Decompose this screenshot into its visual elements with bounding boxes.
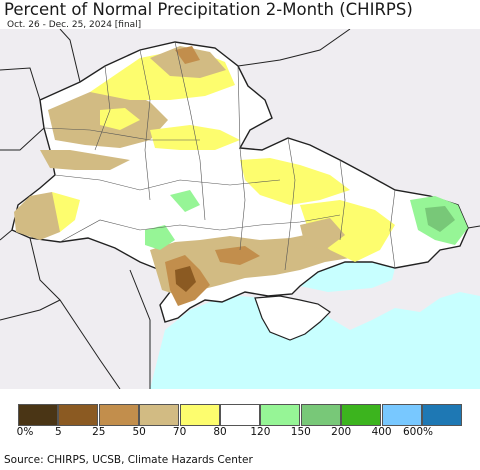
country-borders bbox=[0, 29, 480, 389]
legend-swatch bbox=[139, 404, 180, 426]
legend-tick-label: 400 bbox=[371, 426, 392, 438]
legend-swatch bbox=[341, 404, 382, 426]
legend-tick-label: 200 bbox=[331, 426, 352, 438]
legend-tick-label: 0% bbox=[16, 426, 34, 438]
dry-regions bbox=[14, 46, 395, 306]
legend-tick-label: 70 bbox=[172, 426, 187, 438]
legend-swatch bbox=[300, 404, 341, 426]
map-subtitle: Oct. 26 - Dec. 25, 2024 [final] bbox=[7, 20, 142, 30]
legend-tick-label: 120 bbox=[250, 426, 271, 438]
legend-tick-label: 50 bbox=[132, 426, 146, 438]
color-legend bbox=[18, 404, 462, 426]
map-title: Percent of Normal Precipitation 2-Month … bbox=[4, 0, 413, 19]
legend-tick-label: 150 bbox=[290, 426, 311, 438]
legend-swatch bbox=[381, 404, 422, 426]
black-sea bbox=[150, 292, 480, 389]
map-area bbox=[0, 29, 480, 389]
oblast-borders bbox=[43, 41, 396, 271]
precipitation-map bbox=[0, 29, 480, 389]
wet-regions bbox=[145, 190, 468, 250]
sea-of-azov bbox=[300, 262, 395, 292]
legend-tick-label: 600% bbox=[402, 426, 434, 438]
legend-tick-label: 5 bbox=[55, 426, 62, 438]
legend-swatch bbox=[260, 404, 301, 426]
source-credit: Source: CHIRPS, UCSB, Climate Hazards Ce… bbox=[4, 454, 253, 466]
crimea bbox=[254, 295, 331, 341]
legend-swatch bbox=[58, 404, 99, 426]
legend-swatch bbox=[422, 404, 462, 426]
legend-tick-label: 25 bbox=[92, 426, 106, 438]
legend-tick-label: 80 bbox=[213, 426, 227, 438]
legend-swatch bbox=[98, 404, 139, 426]
legend-swatch bbox=[220, 404, 260, 426]
legend-swatch bbox=[179, 404, 220, 426]
legend-swatch bbox=[18, 404, 58, 426]
